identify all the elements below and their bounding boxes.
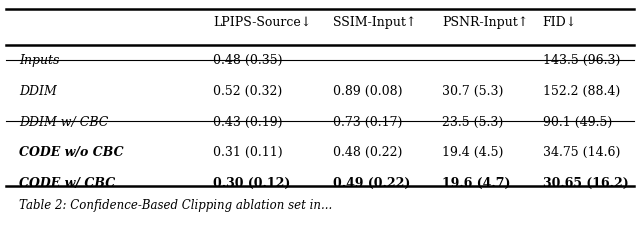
Text: DDIM w/ CBC: DDIM w/ CBC [19, 116, 108, 128]
Text: Table 2: Confidence-Based Clipping ablation set in...: Table 2: Confidence-Based Clipping ablat… [19, 199, 332, 212]
Text: 0.49 (0.22): 0.49 (0.22) [333, 177, 410, 190]
Text: 19.4 (4.5): 19.4 (4.5) [442, 146, 504, 159]
Text: 90.1 (49.5): 90.1 (49.5) [543, 116, 612, 128]
Text: 0.89 (0.08): 0.89 (0.08) [333, 85, 402, 98]
Text: 19.6 (4.7): 19.6 (4.7) [442, 177, 511, 190]
Text: 0.31 (0.11): 0.31 (0.11) [213, 146, 283, 159]
Text: FID↓: FID↓ [543, 16, 577, 29]
Text: 23.5 (5.3): 23.5 (5.3) [442, 116, 504, 128]
Text: 30.65 (16.2): 30.65 (16.2) [543, 177, 628, 190]
Text: 143.5 (96.3): 143.5 (96.3) [543, 54, 620, 67]
Text: 0.48 (0.22): 0.48 (0.22) [333, 146, 402, 159]
Text: 0.48 (0.35): 0.48 (0.35) [213, 54, 283, 67]
Text: DDIM: DDIM [19, 85, 57, 98]
Text: -: - [442, 54, 447, 67]
Text: -: - [333, 54, 337, 67]
Text: 0.73 (0.17): 0.73 (0.17) [333, 116, 402, 128]
Text: 0.52 (0.32): 0.52 (0.32) [213, 85, 283, 98]
Text: 34.75 (14.6): 34.75 (14.6) [543, 146, 620, 159]
Text: 0.43 (0.19): 0.43 (0.19) [213, 116, 283, 128]
Text: 152.2 (88.4): 152.2 (88.4) [543, 85, 620, 98]
Text: LPIPS-Source↓: LPIPS-Source↓ [213, 16, 312, 29]
Text: PSNR-Input↑: PSNR-Input↑ [442, 16, 529, 29]
Text: CODE w/ CBC: CODE w/ CBC [19, 177, 115, 190]
Text: 30.7 (5.3): 30.7 (5.3) [442, 85, 504, 98]
Text: SSIM-Input↑: SSIM-Input↑ [333, 16, 416, 29]
Text: 0.30 (0.12): 0.30 (0.12) [213, 177, 291, 190]
Text: Inputs: Inputs [19, 54, 60, 67]
Text: CODE w/o CBC: CODE w/o CBC [19, 146, 124, 159]
